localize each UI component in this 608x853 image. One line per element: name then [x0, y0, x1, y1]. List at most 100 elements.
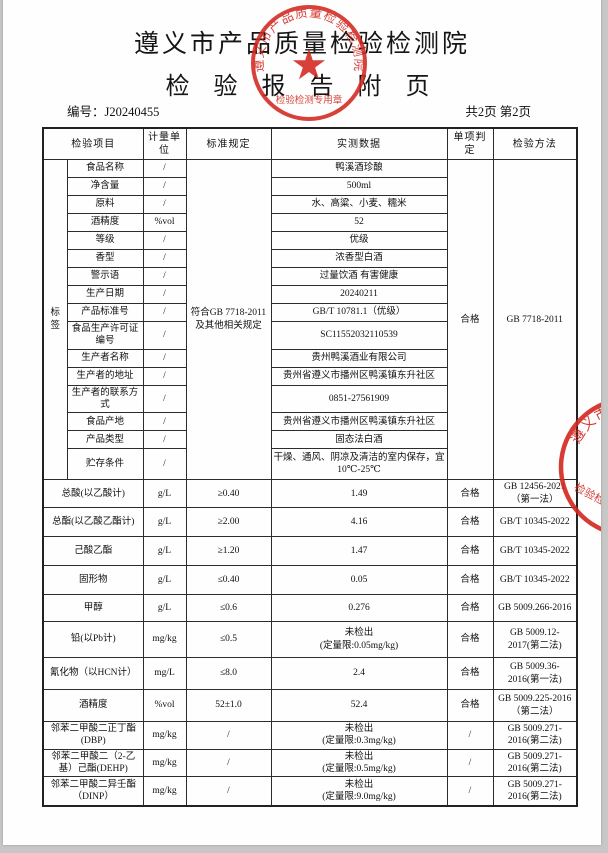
table-row: 己酸乙酯 g/L ≥1.20 1.47 合格 GB/T 10345-2022 [42, 536, 578, 567]
cell-measured: 未检出 (定量限:0.3mg/kg) [270, 721, 448, 750]
cell-unit: mg/kg [142, 748, 187, 778]
cell-judgment: 合格 [446, 594, 494, 623]
cell-judgment: 合格 [446, 565, 494, 596]
cell-measured: 优级 [270, 231, 448, 250]
cell-item: 产品类型 [66, 430, 144, 450]
cell-measured: 固态法白酒 [270, 430, 448, 450]
cell-measured: 贵州省遵义市播州区鸭溪镇东升社区 [270, 366, 448, 386]
cell-method: GB/T 10345-2022 [492, 536, 578, 567]
cell-unit: / [142, 448, 187, 481]
report-page: 遵义市产品质量检验检测院 检 验 报 告 附 页 编号：J20240455 共2… [3, 0, 601, 845]
cell-item: 产品标准号 [66, 303, 144, 322]
cell-unit: / [142, 366, 187, 386]
cell-standard: ≤0.5 [185, 621, 272, 659]
cell-item: 等级 [66, 231, 144, 250]
cell-unit: / [142, 231, 187, 250]
cell-item: 邻苯二甲酸二（2-乙基）己酯(DEHP) [42, 748, 144, 778]
cell-method: GB 5009.36-2016(第一法) [492, 657, 578, 691]
cell-measured: GB/T 10781.1（优级） [270, 303, 448, 322]
cell-judgment: / [446, 748, 494, 778]
cell-unit: %vol [142, 213, 187, 232]
cell-item: 酒精度 [42, 689, 144, 723]
cell-judgment: 合格 [446, 479, 494, 509]
cell-measured: 20240211 [270, 285, 448, 304]
cell-item: 食品产地 [66, 412, 144, 432]
col-header-item: 检验项目 [42, 127, 144, 160]
table-row: 贮存条件 / 干燥、通风、阴凉及清洁的室内保存，宜10℃-25℃ [43, 448, 577, 481]
table-row: 酒精度 %vol 52 [43, 213, 577, 232]
cell-measured: 未检出 (定量限:0.05mg/kg) [270, 621, 448, 659]
measured-value: 未检出 [344, 779, 374, 790]
table-row: 生产者的地址 / 贵州省遵义市播州区鸭溪镇东升社区 [43, 366, 577, 386]
cell-unit: / [142, 384, 187, 414]
cell-judgment: / [446, 721, 494, 750]
table-row: 铅(以Pb计) mg/kg ≤0.5 未检出 (定量限:0.05mg/kg) 合格 GB 5… [42, 621, 578, 659]
cell-measured: 1.49 [270, 479, 448, 509]
cell-measured: SC11552032110539 [270, 321, 448, 350]
cell-method: GB 5009.12-2017(第二法) [492, 621, 578, 659]
cell-method: GB 7718-2011 [492, 158, 578, 481]
cell-item: 总酯(以乙酸乙酯计) [42, 507, 144, 538]
cell-item: 己酸乙酯 [42, 536, 144, 567]
cell-unit: / [142, 412, 187, 432]
cell-item: 氰化物（以HCN计） [42, 657, 144, 691]
cell-measured: 4.16 [270, 507, 448, 538]
table-row: 食品生产许可证编号 / SC11552032110539 [43, 321, 577, 350]
col-header: 计量单位 [142, 127, 187, 160]
cell-standard: / [185, 721, 272, 750]
cell-measured: 贵州鸭溪酒业有限公司 [270, 348, 448, 368]
cell-unit: mg/L [142, 657, 187, 691]
cell-standard: ≤0.40 [185, 565, 272, 596]
cell-method: GB 5009.225-2016（第二法） [492, 689, 578, 723]
cell-measured: 未检出 (定量限:0.5mg/kg) [270, 748, 448, 778]
cell-measured: 鸭溪酒珍酿 [270, 159, 448, 178]
cell-method: GB/T 10345-2022 [492, 565, 578, 596]
report-number: 编号：J20240455 [67, 105, 160, 119]
table-row: 邻苯二甲酸二异壬酯（DINP） mg/kg / 未检出 (定量限:9.0mg/kg) / G… [42, 776, 578, 807]
table-row: 食品产地 / 贵州省遵义市播州区鸭溪镇东升社区 [43, 412, 577, 432]
table-row: 生产日期/ 20240211 [43, 285, 577, 304]
table-row: 固形物 g/L ≤0.40 0.05 合格 GB/T 10345-2022 [42, 565, 578, 596]
cell-measured: 水、高粱、小麦、糯米 [270, 195, 448, 214]
cell-item: 香型 [66, 249, 144, 268]
cell-unit: / [142, 348, 187, 368]
measured-value: 未检出 [344, 724, 374, 735]
cell-unit: / [142, 249, 187, 268]
cell-standard: 52±1.0 [185, 689, 272, 723]
cell-measured: 52.4 [270, 689, 448, 723]
cell-unit: / [142, 177, 187, 196]
cell-method: GB 5009.271-2016(第二法) [492, 776, 578, 807]
cell-standard: / [185, 776, 272, 807]
cell-unit: g/L [142, 507, 187, 538]
col-header: 实测数据 [270, 127, 448, 160]
cell-unit: / [142, 430, 187, 450]
table-row: 净含量/ 500ml [43, 177, 577, 196]
cell-method: GB 5009.271-2016(第二法) [492, 721, 578, 750]
cell-item: 贮存条件 [66, 448, 144, 481]
cell-item: 生产者名称 [66, 348, 144, 368]
table-row: 总酸(以乙酸计) g/L ≥0.40 1.49 合格 GB 12456-2021（第一法） [42, 479, 578, 509]
cell-measured: 浓香型白酒 [270, 249, 448, 268]
cell-item: 固形物 [42, 565, 144, 596]
cell-item: 原料 [66, 195, 144, 214]
table-row: 氰化物（以HCN计） mg/L ≤8.0 2.4 合格 GB 5009.36-2016(第… [42, 657, 578, 691]
cell-standard: ≤8.0 [185, 657, 272, 691]
cell-standard: ≥0.40 [185, 479, 272, 509]
cell-standard: / [185, 748, 272, 778]
seal-star-icon: ★ [596, 433, 601, 503]
table-row: 酒精度 %vol 52±1.0 52.4 合格 GB 5009.225-2016（第二法） [42, 689, 578, 723]
inspection-table: 检验项目 计量单位 标准规定 实测数据 单项判定 检验方法 标签 食品名称 / 符合GB 7718… [42, 127, 578, 807]
table-row: 甲醇 g/L ≤0.6 0.276 合格 GB 5009.266-2016 [42, 594, 578, 623]
cell-measured: 0.276 [270, 594, 448, 623]
cell-unit: / [142, 195, 187, 214]
cell-item: 生产者的联系方式 [66, 384, 144, 414]
cell-unit: / [142, 285, 187, 304]
cell-method: GB 5009.266-2016 [492, 594, 578, 623]
cell-unit: mg/kg [142, 621, 187, 659]
header-row: 检验项目 计量单位 标准规定 实测数据 单项判定 检验方法 [42, 127, 578, 160]
table-row: 生产者的联系方式/ 0851-27561909 [43, 384, 577, 414]
col-header: 标准规定 [185, 127, 272, 160]
cell-judgment: 合格 [446, 158, 494, 481]
cell-standard: ≤0.6 [185, 594, 272, 623]
cell-item: 净含量 [66, 177, 144, 196]
